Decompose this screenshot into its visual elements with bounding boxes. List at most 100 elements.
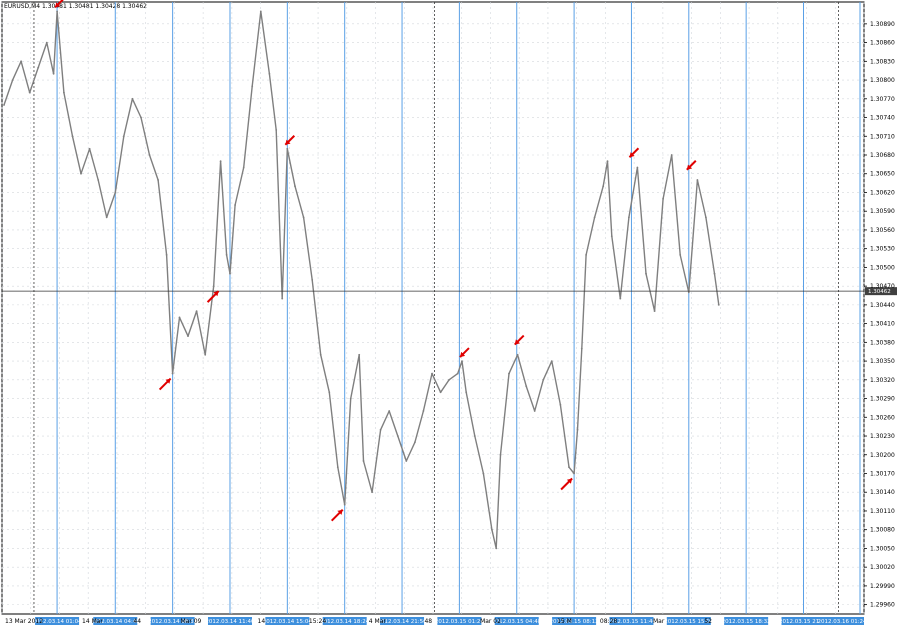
price-point <box>516 353 519 356</box>
price-point <box>157 179 160 181</box>
price-point <box>580 347 583 350</box>
price-point <box>11 79 14 81</box>
price-tick-label: 1.30680 <box>870 152 895 159</box>
vertical-line-label: 2012.03.14 08:32 <box>148 619 197 625</box>
price-point <box>268 72 271 75</box>
price-point <box>37 66 40 69</box>
price-tick-label: 1.30410 <box>870 321 895 328</box>
price-tick-label: 1.30800 <box>870 77 895 84</box>
arrowhead-icon <box>213 291 219 297</box>
price-point <box>140 116 142 119</box>
price-point <box>422 410 425 412</box>
price-line <box>3 10 720 550</box>
price-point <box>448 378 450 381</box>
price-point <box>362 460 365 462</box>
price-point <box>405 460 408 462</box>
time-tick-label: 14 <box>258 618 266 625</box>
price-point <box>20 60 22 63</box>
arrowhead-icon <box>514 339 520 345</box>
vertical-line-label: 2012.03.14 04:48 <box>91 619 141 625</box>
price-point <box>482 472 485 475</box>
price-point <box>568 466 570 469</box>
vertical-line-label: 2012.03.14 21:56 <box>377 619 427 625</box>
vertical-line-tag <box>207 617 252 625</box>
price-tick-label: 1.30860 <box>870 40 895 47</box>
price-point <box>242 166 245 169</box>
time-axis[interactable]: 13 Mar 2012 14 Mar 44 Mar 09 14 15:24 4 Mar 48 M… <box>5 618 712 625</box>
arrowhead-icon <box>566 478 573 484</box>
price-point <box>559 403 562 406</box>
price-point <box>343 503 346 506</box>
price-point <box>187 335 189 337</box>
price-point <box>328 391 331 394</box>
price-point <box>628 216 630 219</box>
price-tick-label: 1.29960 <box>870 602 895 609</box>
time-tick-label: Mar <box>653 618 665 625</box>
grid <box>1 2 865 614</box>
vertical-lines[interactable]: 2012.03.14 01:04 2012.03.14 04:48 2012.03.… <box>33 2 868 625</box>
price-point <box>302 216 305 219</box>
price-point <box>219 160 222 163</box>
vertical-line-label: 2012.03.15 18:32 <box>722 619 771 625</box>
arrowhead-icon <box>460 351 466 358</box>
price-tick-label: 1.30890 <box>870 21 895 28</box>
vertical-line-label: 2012.03.15 21:56 <box>779 619 829 625</box>
price-point <box>229 272 231 275</box>
price-point <box>645 272 647 275</box>
price-tick-label: 1.30770 <box>870 96 895 103</box>
price-point <box>610 235 613 238</box>
time-tick-label: 48 <box>424 618 432 625</box>
price-point <box>63 91 65 94</box>
vertical-line-label: 2012.03.14 18:24 <box>320 619 370 625</box>
price-tick-label: 1.30140 <box>870 489 895 496</box>
price-point <box>281 297 284 300</box>
time-tick-label: 14 Mar <box>82 618 103 625</box>
time-tick-label: 52 <box>704 618 712 625</box>
price-point <box>696 179 699 181</box>
time-tick-label: Mar 09 <box>180 618 201 625</box>
price-tick-label: 1.30470 <box>870 283 895 290</box>
price-point <box>619 297 622 300</box>
vertical-line-tag <box>820 617 864 625</box>
price-point <box>148 154 151 156</box>
price-point <box>491 528 493 531</box>
price-tick-label: 1.30020 <box>870 564 895 571</box>
price-point <box>358 353 361 356</box>
price-point <box>508 372 510 375</box>
time-tick-label: 15 M <box>557 618 572 625</box>
vertical-line-tag <box>724 617 769 625</box>
current-price-line[interactable]: 1.30462 <box>2 287 897 296</box>
price-tick-label: 1.30830 <box>870 58 895 65</box>
vertical-line-label: 2012.03.14 15:04 <box>263 619 313 625</box>
price-point <box>461 360 463 362</box>
price-point <box>88 147 91 150</box>
price-point <box>97 179 100 181</box>
price-point <box>379 428 382 431</box>
arrowhead-icon <box>285 139 291 145</box>
vertical-line-label: 2012.03.16 01:24 <box>817 619 867 625</box>
price-point <box>717 304 720 306</box>
symbol-ohlc-header: EURUSD,M4 1.30481 1.30481 1.30428 1.3046… <box>4 3 147 10</box>
price-point <box>336 466 339 469</box>
price-tick-label: 1.30440 <box>870 302 895 309</box>
price-point <box>456 372 459 375</box>
price-point <box>131 97 134 100</box>
vertical-line-tag <box>150 617 195 625</box>
price-point <box>71 135 74 138</box>
price-point <box>311 279 314 281</box>
price-point <box>28 91 31 94</box>
price-point <box>499 453 502 456</box>
time-tick-label: 4 Mar <box>369 618 387 625</box>
price-tick-label: 1.30650 <box>870 171 895 178</box>
vertical-line-tag <box>494 617 539 625</box>
price-axis[interactable]: 1.30890 1.30860 1.30830 1.30800 1.30770 1.307… <box>864 21 895 609</box>
price-point <box>80 172 82 175</box>
vertical-line-label: 2012.03.14 11:40 <box>205 619 255 625</box>
price-point <box>275 129 278 131</box>
price-series <box>3 10 720 550</box>
price-tick-label: 1.30230 <box>870 433 895 440</box>
price-point <box>465 391 468 394</box>
price-point <box>286 147 289 150</box>
price-tick-label: 1.30110 <box>870 508 895 515</box>
